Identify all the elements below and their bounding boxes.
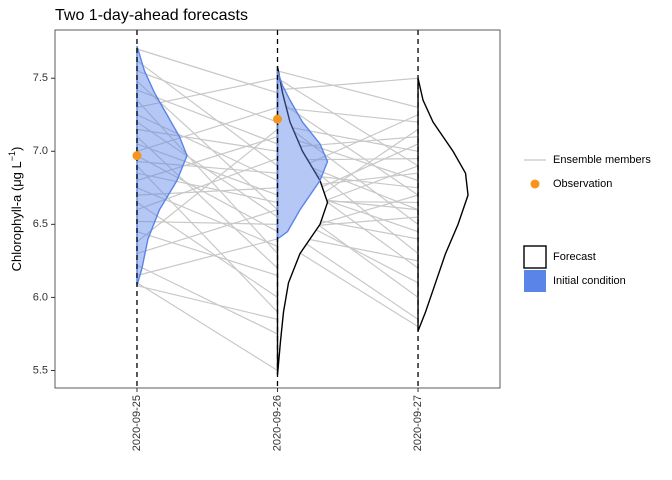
ensemble-member	[277, 106, 419, 123]
x-tick-label: 2020-09-27	[412, 395, 424, 451]
legend-box	[523, 245, 547, 269]
y-label-sup: −1	[7, 151, 17, 161]
legend-label: Initial condition	[553, 275, 626, 287]
ensemble-member	[136, 282, 278, 371]
y-axis-label: Chlorophyll-a (μg L−1)	[7, 147, 24, 272]
ensemble-member	[136, 172, 278, 204]
y-label-main: Chlorophyll-a (μg L	[9, 161, 24, 271]
ensemble-member	[277, 77, 419, 167]
y-label-end: )	[9, 147, 24, 151]
ensemble-member	[136, 136, 278, 269]
chart-title: Two 1-day-ahead forecasts	[55, 7, 248, 24]
ensemble-member	[277, 133, 419, 182]
ensemble-member	[136, 285, 278, 320]
initial_condition-curve	[136, 45, 188, 286]
ensemble-member	[277, 238, 419, 328]
ensemble-member	[136, 128, 278, 243]
y-tick-label: 6.0	[33, 291, 48, 303]
ensemble-member	[277, 70, 419, 109]
legend-dot	[530, 179, 540, 189]
y-tick-label: 7.5	[33, 72, 48, 84]
observation	[273, 114, 282, 124]
legend-label: Ensemble members	[553, 154, 651, 166]
ensemble-member	[136, 136, 278, 182]
forecast_density-curve	[417, 78, 469, 332]
ensemble-member	[136, 155, 278, 233]
ensemble-member	[136, 158, 278, 211]
ensemble-member	[136, 165, 278, 313]
ensemble-member	[136, 187, 278, 247]
x-tick-label: 2020-09-25	[131, 395, 143, 451]
legend-box	[524, 270, 546, 292]
ensemble-member	[136, 114, 278, 182]
ensemble-member	[277, 124, 419, 152]
ensemble-member	[136, 201, 278, 298]
y-tick-label: 5.5	[33, 364, 48, 376]
ensemble-member	[277, 77, 419, 91]
ensemble-member	[136, 106, 278, 152]
ensemble-member	[136, 160, 278, 174]
ensemble-member	[136, 89, 278, 145]
x-tick-label: 2020-09-26	[271, 395, 283, 451]
ensemble-member	[136, 70, 278, 123]
observation	[132, 151, 142, 161]
ensemble-member	[136, 238, 278, 277]
ensemble-member	[136, 231, 278, 277]
ensemble-member	[136, 220, 278, 225]
ensemble-member	[136, 143, 278, 196]
legend-label: Observation	[553, 178, 612, 190]
y-tick-label: 7.0	[33, 145, 48, 157]
ensemble-member	[136, 48, 278, 94]
ensemble-member	[136, 187, 278, 196]
ensemble-member	[136, 209, 278, 255]
forecast_density-curve	[276, 66, 329, 375]
initial_condition-curve	[276, 70, 329, 241]
y-tick-label: 6.5	[33, 218, 48, 230]
ensemble-member	[136, 264, 278, 335]
ensemble-member	[277, 99, 419, 196]
panel-border	[54, 29, 501, 389]
legend-label: Forecast	[553, 251, 596, 263]
